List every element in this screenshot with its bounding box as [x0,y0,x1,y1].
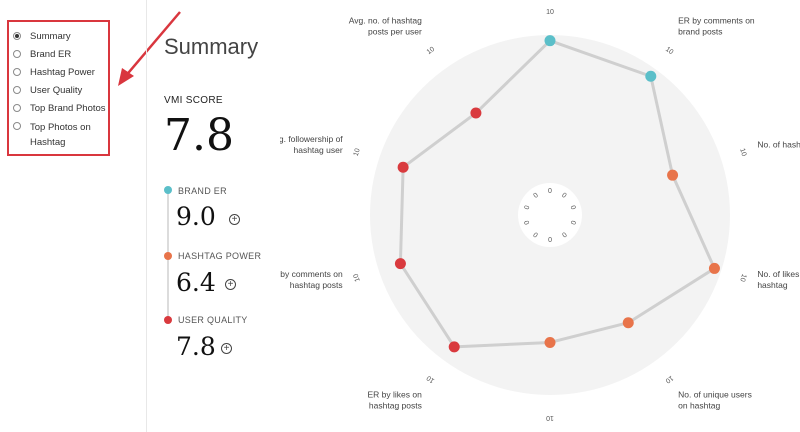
user-quality-value: 7.8 [176,332,216,361]
axis-min-tick-label: 0 [532,230,539,238]
brand-er-dot [164,186,172,194]
expand-plus-icon[interactable]: + [229,214,240,225]
radar-data-point [667,169,679,181]
radio-selected-icon[interactable] [13,32,21,40]
radar-data-point [622,317,634,329]
nav-item-label: Summary [30,31,71,42]
axis-max-tick-label: 10 [738,148,747,158]
brand-er-label: BRAND ER [178,186,227,196]
axis-max-tick-label: 10 [664,374,675,384]
radar-center-hole [518,183,582,247]
nav-item-label: Top Photos on Hashtag [30,122,91,148]
axis-max-tick-label: 10 [426,374,437,384]
radar-data-point [544,35,556,47]
axis-max-tick-label: 10 [546,414,554,421]
expand-plus-icon[interactable]: + [221,343,232,354]
radar-data-point [645,70,657,82]
radar-axis-label: Avg. no. of hashtag posts per user [349,16,422,37]
nav-item-label: Brand ER [30,49,72,60]
axis-max-tick-label: 10 [546,9,554,16]
nav-item-label: Top Brand Photos [30,103,106,114]
radar-data-point [397,161,409,173]
nav-item-user-quality[interactable]: User Quality [13,84,82,98]
radio-icon[interactable] [13,104,21,112]
vmi-score-label: VMI SCORE [164,95,223,106]
vmi-score-value: 7.8 [164,110,234,161]
axis-min-tick-label: 0 [560,192,567,200]
axis-min-tick-label: 0 [524,205,532,211]
radar-axis-label: No. of hashtag posts [757,140,800,150]
radar-axis-label: ER by likes on hashtag posts [368,389,423,410]
hashtag-power-value: 6.4 [176,268,216,297]
radio-icon[interactable] [13,86,21,94]
nav-item-top-brand-photos[interactable]: Top Brand Photos [13,102,106,116]
nav-item-brand-er[interactable]: Brand ER [13,48,71,62]
radar-data-point [470,107,482,119]
axis-min-tick-label: 0 [524,219,532,225]
axis-max-tick-label: 10 [353,147,362,157]
axis-max-tick-label: 10 [426,46,437,56]
radar-data-point [448,341,460,353]
axis-min-tick-label: 0 [560,230,567,238]
radar-data-point [708,262,720,274]
radar-data-point [544,336,556,348]
radio-icon[interactable] [13,68,21,76]
expand-plus-icon[interactable]: + [225,279,236,290]
radar-data-point [394,258,406,270]
nav-item-label: Hashtag Power [30,67,95,78]
axis-max-tick-label: 10 [664,46,675,56]
user-quality-label: USER QUALITY [178,315,248,325]
user-quality-dot [164,316,172,324]
nav-item-top-photos-on-hashtag[interactable]: Top Photos on Hashtag [13,120,102,150]
axis-min-tick-label: 0 [569,219,577,225]
brand-er-value: 9.0 [176,202,216,231]
hashtag-power-label: HASHTAG POWER [178,251,262,261]
panel-divider [146,0,147,432]
axis-min-tick-label: 0 [532,192,539,200]
page-title: Summary [164,34,259,59]
annotation-arrow-icon [118,11,181,86]
axis-max-tick-label: 10 [738,273,747,283]
hashtag-power-dot [164,252,172,260]
nav-item-summary[interactable]: Summary [13,30,71,44]
radar-axis-label: ER by comments on brand posts [678,16,755,37]
radio-icon[interactable] [13,50,21,58]
axis-max-tick-label: 10 [353,273,362,283]
axis-min-tick-label: 0 [569,205,577,211]
nav-item-hashtag-power[interactable]: Hashtag Power [13,66,95,80]
nav-item-label: User Quality [30,85,83,96]
radio-icon[interactable] [13,122,21,130]
radar-axis-label: No. of unique users on hashtag [678,389,752,410]
axis-min-tick-label: 0 [548,188,552,195]
axis-min-tick-label: 0 [548,235,552,242]
section-nav: Summary Brand ER Hashtag Power User Qual… [7,20,110,156]
